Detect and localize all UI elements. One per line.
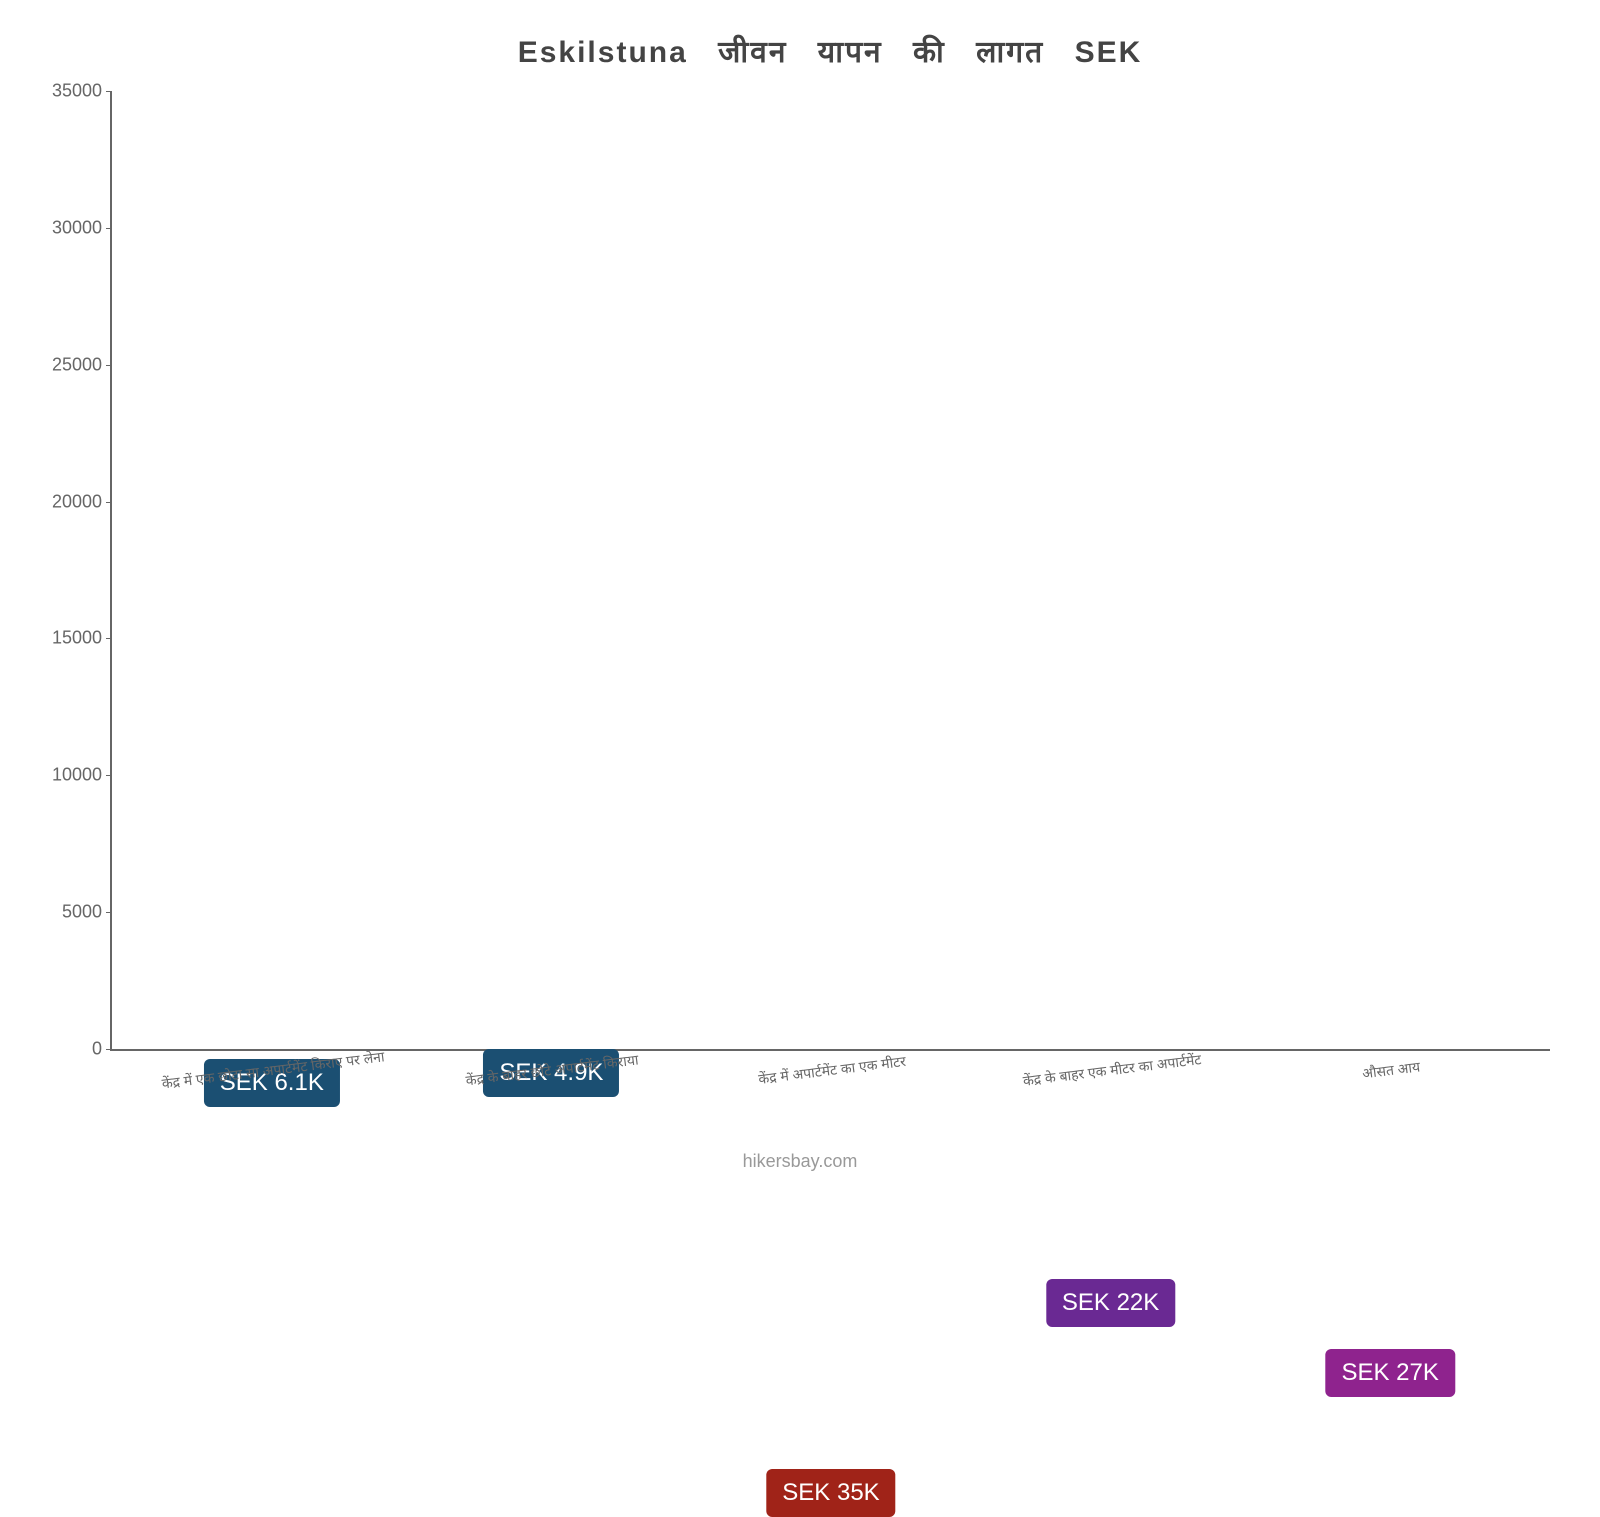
bar-value-label: SEK 22K xyxy=(1046,1279,1175,1327)
chart-container: Eskilstuna जीवन यापन की लागत SEK 0500010… xyxy=(0,0,1600,1200)
y-tick-label: 25000 xyxy=(22,354,102,375)
y-tick-label: 30000 xyxy=(22,217,102,238)
y-axis: 05000100001500020000250003000035000 xyxy=(22,91,102,1049)
y-tick-label: 5000 xyxy=(22,902,102,923)
x-axis-label: केंद्र के बाहर एक मीटर का अपार्टमेंट xyxy=(1111,1039,1291,1080)
x-axis-label: केंद्र में एक छोटा सा अपार्टमेंट किराए प… xyxy=(272,1034,497,1080)
x-axis-label: केंद्र में अपार्टमेंट का एक मीटर xyxy=(831,1043,981,1080)
y-tick-mark xyxy=(106,1049,112,1050)
x-axis-label: केंद्र के बाहर छोटे अपार्टमेंट किराया xyxy=(551,1040,726,1080)
x-axis-label: औसत आय xyxy=(1390,1054,1450,1080)
y-tick-label: 10000 xyxy=(22,765,102,786)
y-tick-label: 0 xyxy=(22,1039,102,1060)
y-tick-label: 35000 xyxy=(22,81,102,102)
bar-value-label: SEK 35K xyxy=(766,1469,895,1517)
y-tick-label: 15000 xyxy=(22,628,102,649)
plot-area: 05000100001500020000250003000035000 SEK … xyxy=(110,91,1550,1051)
bar-value-label: SEK 27K xyxy=(1325,1349,1454,1397)
y-tick-label: 20000 xyxy=(22,491,102,512)
attribution-text: hikersbay.com xyxy=(743,1151,858,1172)
chart-title: Eskilstuna जीवन यापन की लागत SEK xyxy=(110,30,1550,71)
bars-area: SEK 6.1Kकेंद्र में एक छोटा सा अपार्टमेंट… xyxy=(112,91,1550,1049)
